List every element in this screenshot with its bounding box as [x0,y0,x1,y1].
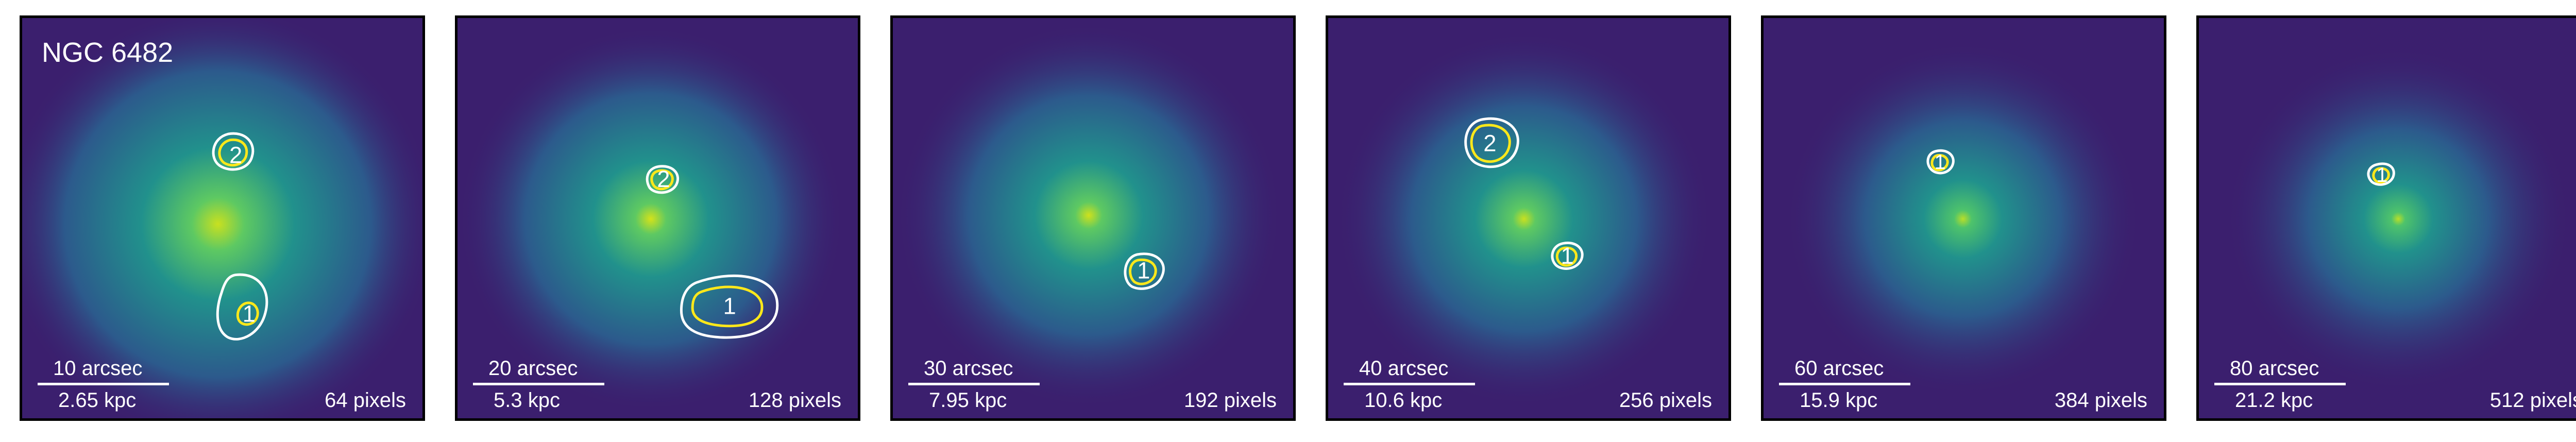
image-panel-3: 1 30 arcsec 7.95 kpc 192 pixels [890,15,1296,421]
pixel-size-label: 512 pixels [2489,389,2576,412]
scale-bar [38,383,169,385]
scale-kpc-label: 7.95 kpc [929,389,1007,412]
scale-arcsec-label: 80 arcsec [2230,357,2319,380]
galaxy-image-3: 1 [893,18,1293,418]
source-label: 1 [1561,243,1573,269]
pixel-size-label: 128 pixels [748,389,841,412]
source-label: 1 [243,300,256,327]
source-label: 1 [1137,257,1150,283]
scale-bar [1344,383,1475,385]
image-panel-4: 2 1 40 arcsec 10.6 kpc 256 pixels [1326,15,1731,421]
scale-arcsec-label: 60 arcsec [1794,357,1884,380]
pixel-size-label: 384 pixels [2054,389,2147,412]
galaxy-image-6: 1 [2199,18,2576,418]
scale-kpc-label: 5.3 kpc [494,389,560,412]
image-panel-5: 1 60 arcsec 15.9 kpc 384 pixels [1761,15,2166,421]
source-label: 2 [657,166,670,192]
galaxy-image-5: 1 [1764,18,2164,418]
scale-bar [908,383,1040,385]
galaxy-image-2: 2 1 [457,18,858,418]
galaxy-image-1: 2 1 [22,18,422,418]
source-label: 2 [229,142,242,168]
scale-arcsec-label: 30 arcsec [924,357,1013,380]
image-panel-6: 1 80 arcsec 21.2 kpc 512 pixels [2196,15,2576,421]
scale-bar [2214,383,2346,385]
scale-kpc-label: 15.9 kpc [1800,389,1878,412]
source-label: 2 [1483,130,1496,157]
pixel-size-label: 64 pixels [325,389,406,412]
pixel-size-label: 256 pixels [1619,389,1712,412]
scale-kpc-label: 10.6 kpc [1364,389,1443,412]
source-label: 1 [723,293,736,319]
scale-arcsec-label: 10 arcsec [53,357,143,380]
image-panel-1: 2 1 NGC 6482 10 arcsec 2.65 kpc 64 pixel… [20,15,425,421]
scale-kpc-label: 2.65 kpc [58,389,137,412]
scale-arcsec-label: 20 arcsec [488,357,578,380]
scale-bar [1779,383,1910,385]
source-label: 1 [1935,151,1946,174]
image-panel-2: 2 1 20 arcsec 5.3 kpc 128 pixels [455,15,860,421]
pixel-size-label: 192 pixels [1183,389,1277,412]
galaxy-name: NGC 6482 [42,37,174,68]
source-label: 1 [2376,164,2387,186]
scale-arcsec-label: 40 arcsec [1359,357,1449,380]
galaxy-image-4: 2 1 [1328,18,1728,418]
scale-kpc-label: 21.2 kpc [2235,389,2313,412]
scale-bar [473,383,604,385]
